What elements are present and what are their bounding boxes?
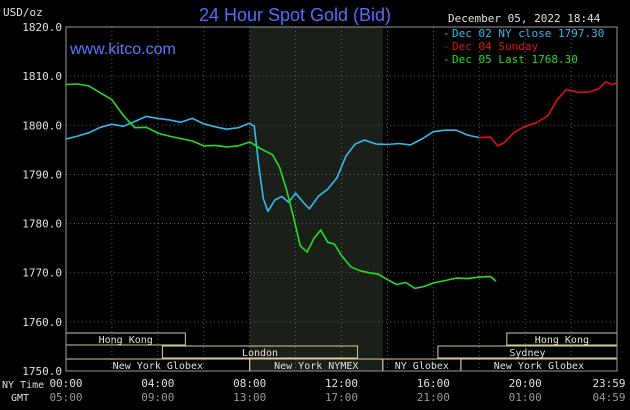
x-tick-label-gmt: 01:00 [509, 391, 542, 404]
x-tick-label-ny: 04:00 [141, 377, 174, 390]
legend-marker: - [443, 53, 450, 66]
x-tick-label-gmt: 21:00 [417, 391, 450, 404]
x-label-ny-time: NY Time [2, 380, 44, 391]
series-line-0 [65, 115, 480, 213]
series-line-1 [479, 81, 618, 147]
x-tick-label-ny: 00:00 [49, 377, 82, 390]
legend-marker: - [443, 27, 450, 40]
x-tick-label-gmt: 13:00 [233, 391, 266, 404]
session-label: NY Globex [395, 361, 449, 372]
x-tick-label-ny: 12:00 [325, 377, 358, 390]
x-tick-label-gmt: 04:59 [592, 391, 625, 404]
x-tick-label-gmt: 17:00 [325, 391, 358, 404]
y-tick-label: 1750.0 [22, 365, 62, 378]
session-label: London [242, 348, 278, 359]
series-line-2 [65, 83, 497, 290]
x-tick-label-ny: 20:00 [509, 377, 542, 390]
y-tick-label: 1800.0 [22, 119, 62, 132]
y-tick-label: 1780.0 [22, 218, 62, 231]
x-tick-label-ny: 23:59 [592, 377, 625, 390]
x-tick-label-ny: 08:00 [233, 377, 266, 390]
y-unit-label: USD/oz [3, 6, 43, 19]
x-tick-label-ny: 16:00 [417, 377, 450, 390]
y-tick-label: 1810.0 [22, 70, 62, 83]
legend: - Dec 02 NY close 1797.30- Dec 04 Sunday- D… [443, 27, 604, 66]
session-label: Hong Kong [535, 335, 589, 346]
session-label: New York NYMEX [274, 361, 358, 372]
y-tick-label: 1820.0 [22, 21, 62, 34]
series-lines [65, 81, 618, 290]
y-tick-label: 1760.0 [22, 316, 62, 329]
y-axis-ticks: 1820.0 1810.0 1800.0 1790.0 1780.0 1770.0 1760… [22, 21, 62, 378]
x-tick-label-gmt: 09:00 [141, 391, 174, 404]
chart-title: 24 Hour Spot Gold (Bid) [199, 5, 391, 25]
legend-entry: Dec 04 Sunday [452, 40, 538, 53]
y-tick-label: 1790.0 [22, 168, 62, 181]
source-watermark: www.kitco.com [69, 41, 176, 58]
legend-entry: Dec 05 Last 1768.30 [452, 53, 578, 66]
session-label: Sydney [509, 348, 545, 359]
session-label: New York Globex [113, 361, 203, 372]
y-tick-label: 1770.0 [22, 267, 62, 280]
legend-entry: Dec 02 NY close 1797.30 [452, 27, 604, 40]
x-label-gmt: GMT [11, 393, 29, 404]
legend-marker: - [443, 40, 450, 53]
plot-border [65, 26, 618, 372]
session-label: New York Globex [494, 361, 584, 372]
x-tick-label-gmt: 05:00 [49, 391, 82, 404]
chart-datetime: December 05, 2022 18:44 [448, 12, 601, 25]
session-box [161, 345, 359, 359]
session-label: Hong Kong [99, 335, 153, 346]
